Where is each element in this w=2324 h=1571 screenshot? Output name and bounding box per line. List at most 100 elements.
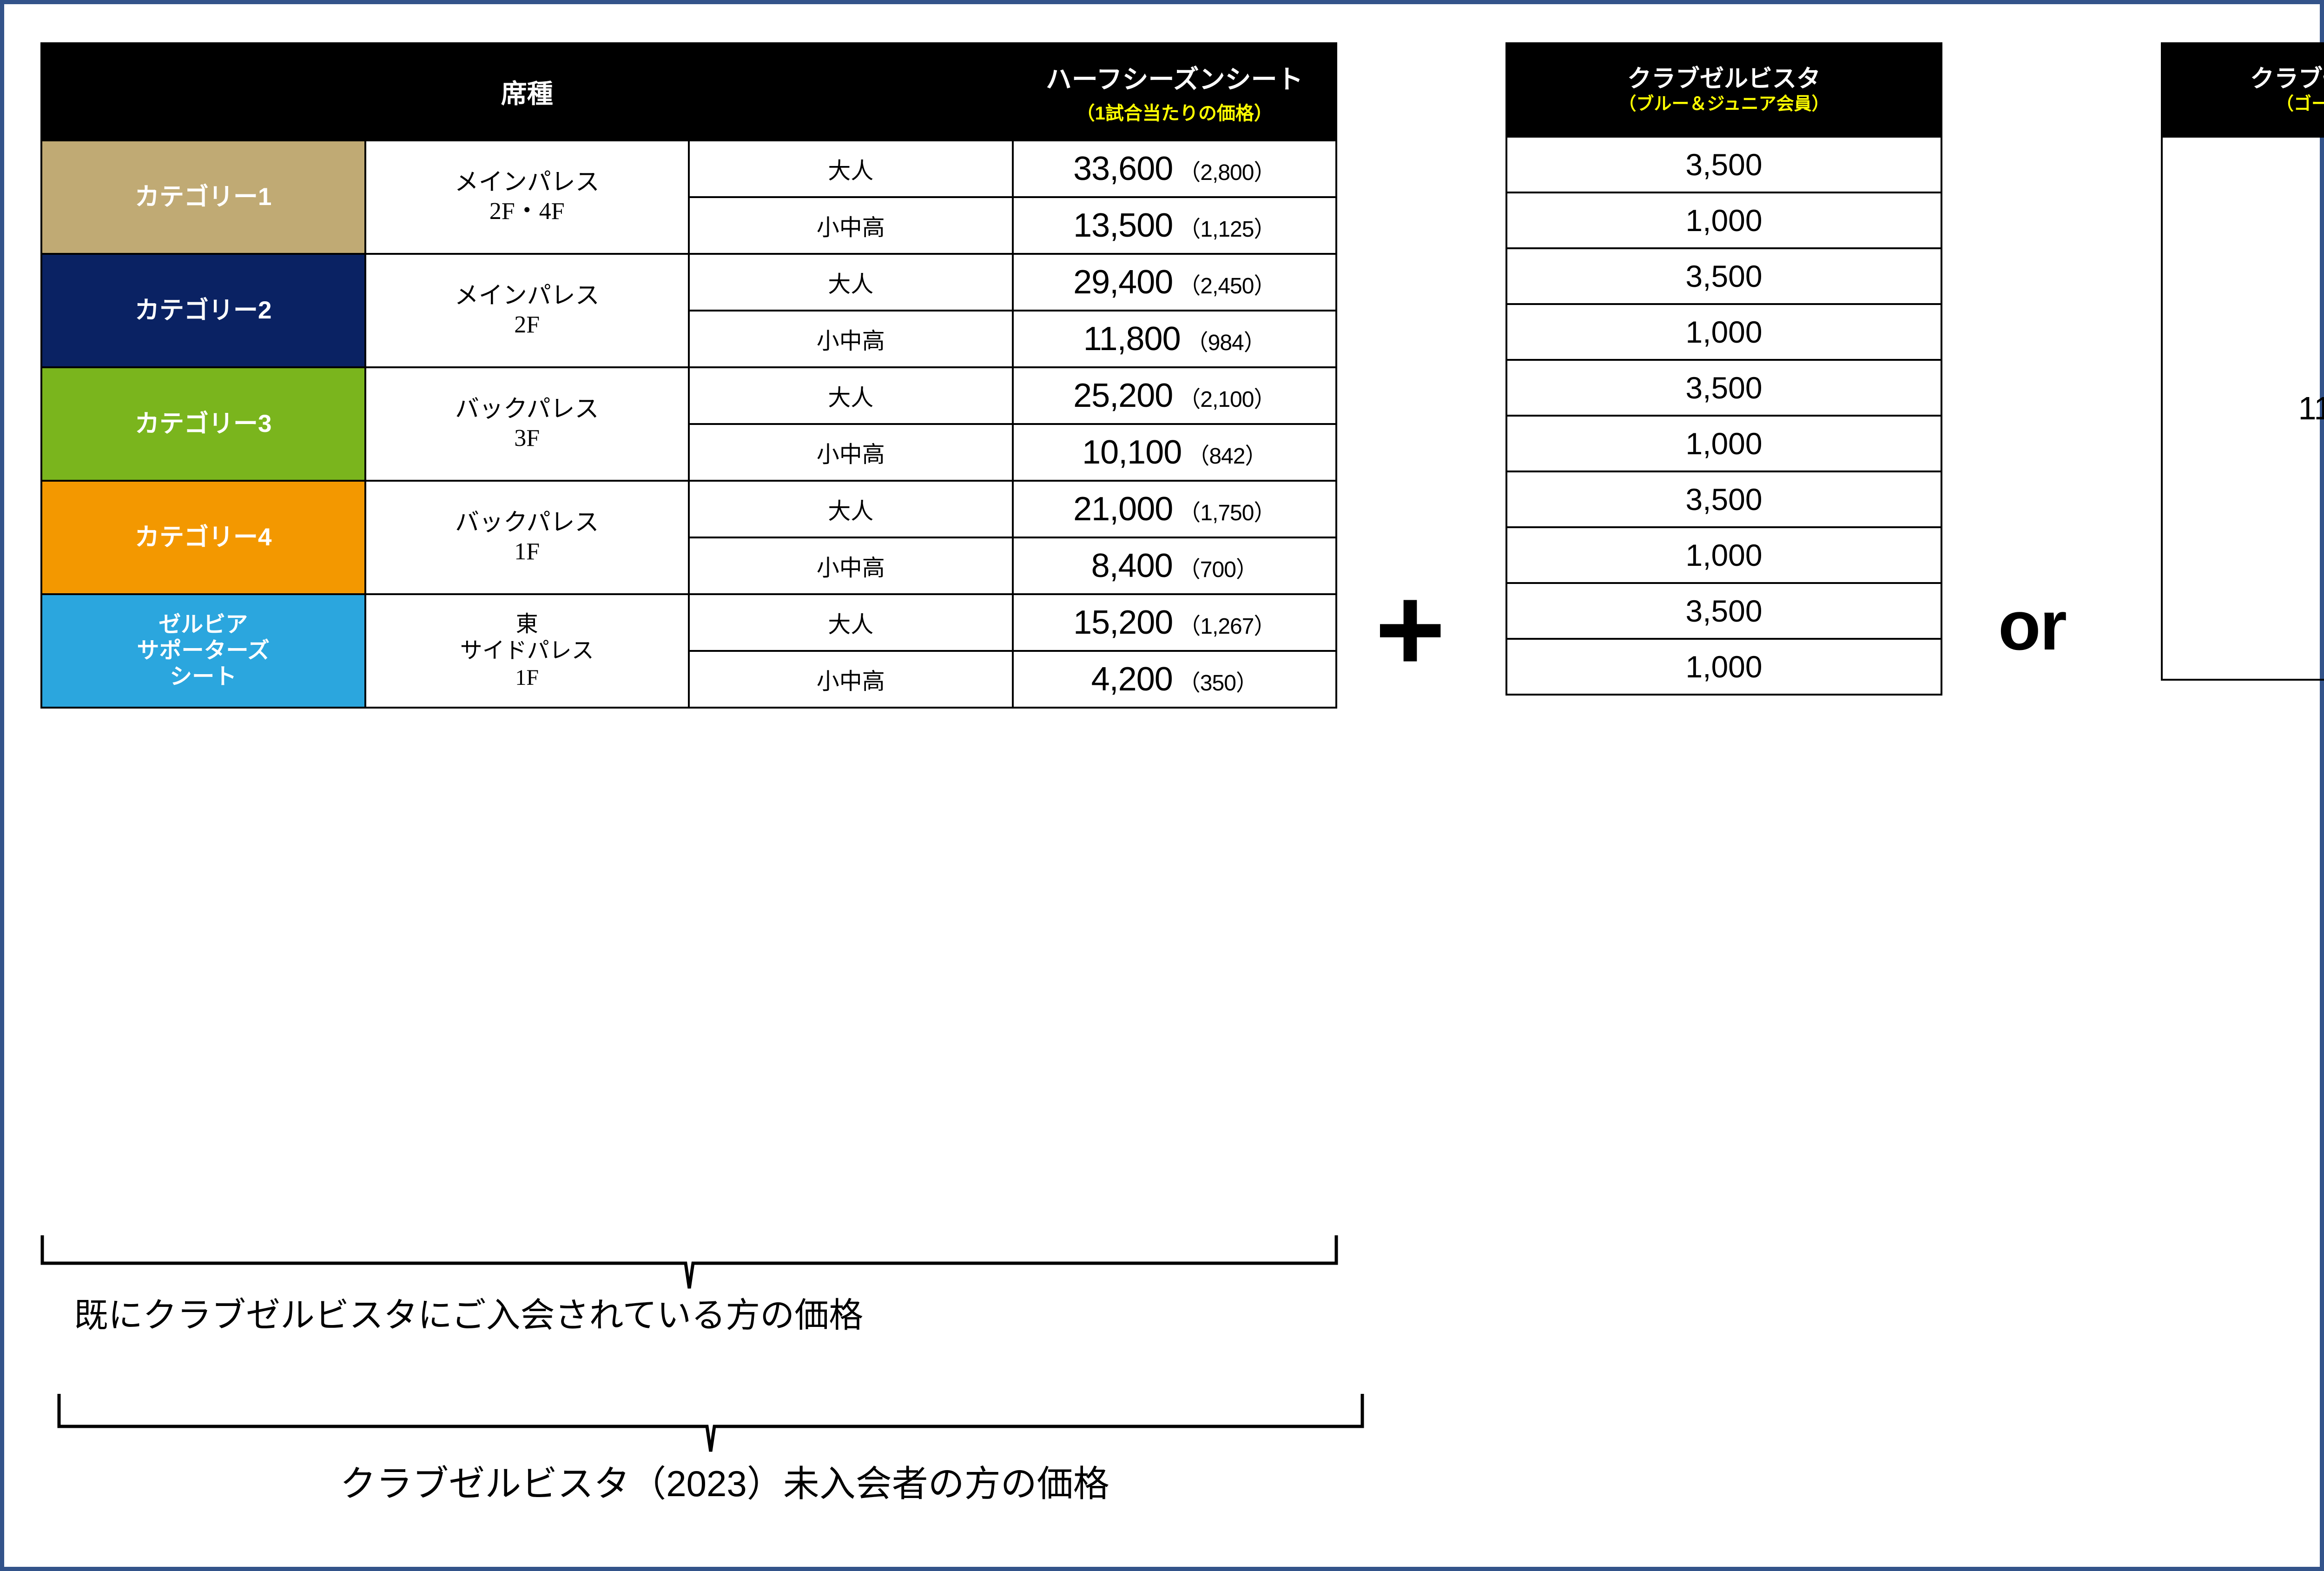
blue-junior-member-column: クラブゼルビスタ （ブルー＆ジュニア会員） 3,500 1,000 3,500 … [1505, 42, 1942, 696]
header-half-season-label: ハーフシーズンシート [1045, 65, 1303, 94]
price-value-2-adult: 29,400 [1073, 264, 1173, 301]
gold-column-subtitle: （ゴールド会員） [2276, 94, 2324, 114]
age-label-supporters-adult: 大人 [828, 611, 874, 637]
list-item: 3,500 [1507, 249, 1941, 305]
brace-existing-member [40, 1235, 1338, 1289]
category-cell-4: カテゴリー4 [40, 480, 366, 595]
list-item: 1,000 [1507, 193, 1941, 249]
age-cell-3-adult: 大人 [688, 366, 1014, 425]
blue-column-body: 3,500 1,000 3,500 1,000 3,500 1,000 3,50… [1505, 138, 1942, 696]
brace-non-member [57, 1394, 1364, 1452]
place-label-3: バックパレス 3F [455, 396, 599, 451]
price-per-match-2-student: （984） [1186, 331, 1266, 355]
age-label-1-adult: 大人 [828, 158, 874, 184]
price-per-match-3-adult: （2,100） [1178, 387, 1276, 412]
table-row: ゼルビア サポーターズ シート 東 サイドパレス 1F 大人 15,200 （1,… [40, 593, 1337, 709]
place-cell-3: バックパレス 3F [364, 366, 690, 482]
ticket-price-table: 席種 ハーフシーズンシート （1試合当たりの価格） カテゴリー1 メインパレス … [40, 42, 1337, 709]
table-row: カテゴリー4 バックパレス 1F 大人 21,000 （1,750） [40, 480, 1337, 595]
blue-column-header: クラブゼルビスタ （ブルー＆ジュニア会員） [1505, 42, 1942, 138]
age-label-4-adult: 大人 [828, 498, 874, 524]
table-row: カテゴリー2 メインパレス 2F 大人 29,400 （2,450） [40, 253, 1337, 368]
age-label-4-student: 小中高 [816, 555, 885, 581]
place-label-1: メインパレス 2F・4F [454, 169, 600, 225]
list-item: 3,500 [1507, 138, 1941, 193]
age-cell-1-student: 小中高 [688, 196, 1014, 255]
list-item: 1,000 [1507, 305, 1941, 361]
price-cell-1-adult: 33,600 （2,800） [1011, 139, 1337, 198]
category-label-1: カテゴリー1 [135, 183, 272, 211]
price-per-match-4-adult: （1,750） [1178, 501, 1276, 525]
place-cell-4: バックパレス 1F [364, 480, 690, 595]
price-value-1-student: 13,500 [1073, 207, 1173, 244]
category-label-supporters: ゼルビア サポーターズ シート [137, 612, 270, 689]
header-half-season-sub: （1試合当たりの価格） [1076, 103, 1273, 124]
category-label-4: カテゴリー4 [135, 524, 272, 551]
price-value-4-student: 8,400 [1091, 547, 1173, 584]
gold-column-header: クラブゼルビスタ （ゴールド会員） [2161, 42, 2324, 138]
table-row: 小中高 11,800 （984） [41, 310, 1337, 368]
or-label: or [1998, 586, 2067, 664]
category-label-2: カテゴリー2 [135, 297, 272, 325]
price-cell-2-adult: 29,400 （2,450） [1011, 253, 1337, 312]
age-cell-2-adult: 大人 [688, 253, 1014, 312]
age-label-3-student: 小中高 [816, 441, 885, 467]
header-seat-type-label: 席種 [501, 79, 553, 108]
price-cell-supporters-student: 4,200 （350） [1011, 650, 1337, 709]
age-label-supporters-student: 小中高 [816, 668, 885, 694]
table-row: 小中高 10,100 （842） [41, 423, 1337, 482]
gold-column-value: 11,000 [2161, 138, 2324, 681]
price-cell-1-student: 13,500 （1,125） [1011, 196, 1337, 255]
price-per-match-3-student: （842） [1187, 444, 1267, 469]
table-row: 小中高 8,400 （700） [41, 537, 1337, 595]
age-cell-1-adult: 大人 [688, 139, 1014, 198]
price-per-match-supporters-adult: （1,267） [1178, 614, 1276, 639]
table-row: カテゴリー3 バックパレス 3F 大人 25,200 （2,100） [40, 366, 1337, 482]
header-half-season: ハーフシーズンシート （1試合当たりの価格） [1011, 42, 1337, 141]
price-per-match-4-student: （700） [1178, 557, 1258, 582]
price-per-match-1-student: （1,125） [1178, 217, 1276, 242]
price-value-3-student: 10,100 [1082, 434, 1182, 471]
caption-non-member: クラブゼルビスタ（2023）未入会者の方の価格 [340, 1463, 1109, 1504]
list-item: 1,000 [1507, 417, 1941, 472]
price-per-match-1-adult: （2,800） [1178, 160, 1276, 185]
gold-member-column: クラブゼルビスタ （ゴールド会員） 11,000 [2161, 42, 2324, 681]
price-value-3-adult: 25,200 [1073, 377, 1173, 414]
place-label-2: メインパレス 2F [454, 282, 600, 338]
blue-column-title: クラブゼルビスタ [1627, 65, 1821, 93]
place-label-4: バックパレス 1F [455, 509, 599, 565]
price-per-match-supporters-student: （350） [1178, 671, 1258, 696]
price-cell-4-adult: 21,000 （1,750） [1011, 480, 1337, 538]
blue-column-subtitle: （ブルー＆ジュニア会員） [1618, 94, 1829, 114]
list-item: 3,500 [1507, 472, 1941, 528]
place-cell-supporters: 東 サイドパレス 1F [364, 593, 690, 709]
gold-column-title: クラブゼルビスタ [2250, 65, 2324, 93]
category-cell-2: カテゴリー2 [40, 253, 366, 368]
age-cell-4-student: 小中高 [688, 537, 1014, 595]
table-row: 小中高 13,500 （1,125） [41, 196, 1337, 255]
price-value-supporters-student: 4,200 [1091, 661, 1173, 698]
price-cell-3-student: 10,100 （842） [1011, 423, 1337, 482]
category-label-3: カテゴリー3 [135, 410, 272, 438]
caption-existing-member: 既にクラブゼルビスタにご入会されている方の価格 [74, 1296, 864, 1334]
table-row: カテゴリー1 メインパレス 2F・4F 大人 33,600 （2,800） [40, 139, 1337, 255]
age-cell-supporters-adult: 大人 [688, 593, 1014, 652]
list-item: 3,500 [1507, 584, 1941, 640]
age-label-2-student: 小中高 [816, 328, 885, 354]
category-cell-1: カテゴリー1 [40, 139, 366, 255]
price-value-1-adult: 33,600 [1073, 150, 1173, 187]
place-cell-1: メインパレス 2F・4F [364, 139, 690, 255]
place-cell-2: メインパレス 2F [364, 253, 690, 368]
price-value-4-adult: 21,000 [1073, 491, 1173, 528]
price-cell-4-student: 8,400 （700） [1011, 537, 1337, 595]
price-cell-supporters-adult: 15,200 （1,267） [1011, 593, 1337, 652]
list-item: 1,000 [1685, 650, 1763, 684]
age-cell-4-adult: 大人 [688, 480, 1014, 538]
list-item: 1,000 [1507, 528, 1941, 584]
price-value-supporters-adult: 15,200 [1073, 604, 1173, 641]
age-cell-3-student: 小中高 [688, 423, 1014, 482]
age-label-3-adult: 大人 [828, 384, 874, 411]
age-cell-supporters-student: 小中高 [688, 650, 1014, 709]
age-cell-2-student: 小中高 [688, 310, 1014, 368]
